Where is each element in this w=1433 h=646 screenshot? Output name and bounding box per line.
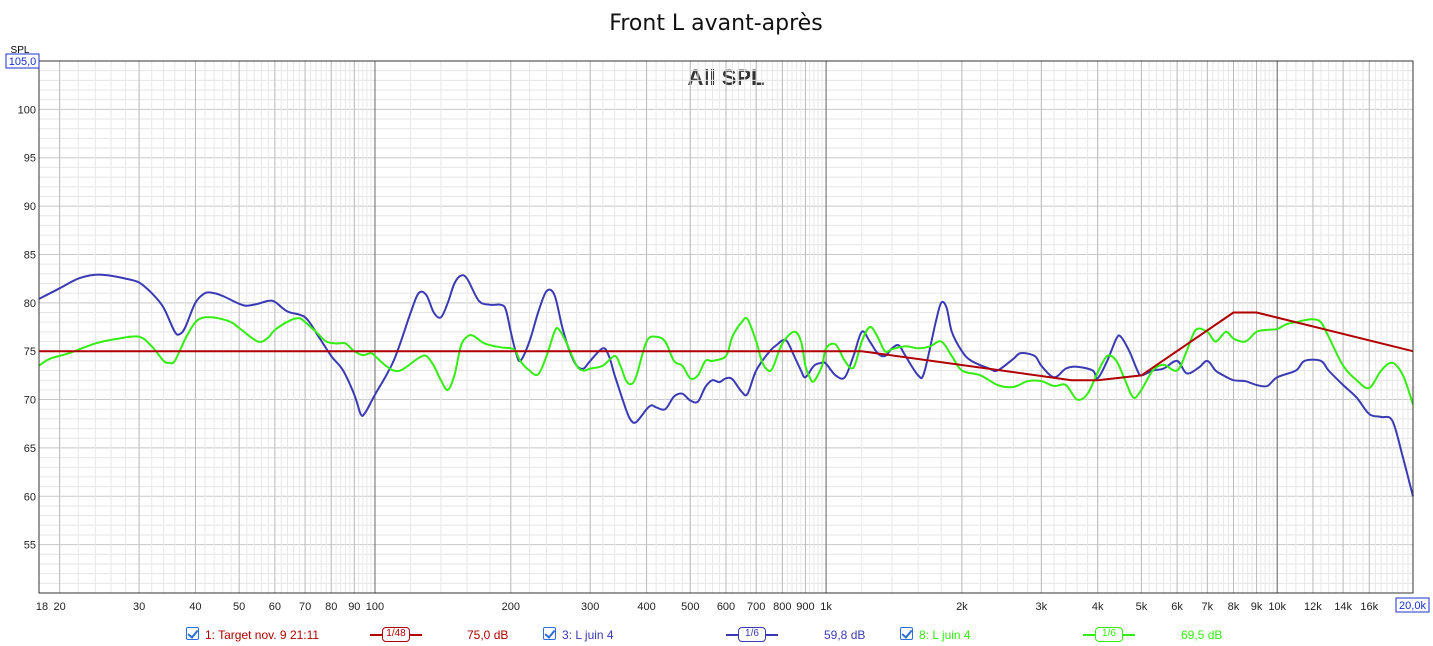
y-tick-label: 75 bbox=[24, 346, 36, 358]
x-tick-label: 600 bbox=[717, 601, 735, 613]
x-tick-label: 300 bbox=[581, 601, 599, 613]
x-tick-label: 500 bbox=[681, 601, 699, 613]
series-line-l-juin-8 bbox=[38, 316, 1414, 405]
x-tick-label: 200 bbox=[502, 601, 520, 613]
x-tick-label: 20 bbox=[54, 601, 66, 613]
x-tick-label: 400 bbox=[637, 601, 655, 613]
x-tick-label: 16k bbox=[1360, 601, 1378, 613]
series-layer bbox=[38, 273, 1414, 497]
y-tick-label: 85 bbox=[24, 249, 36, 261]
x-tick-label: 700 bbox=[747, 601, 765, 613]
x-tick-label: 100 bbox=[366, 601, 384, 613]
x-tick-label: 3k bbox=[1036, 601, 1048, 613]
x-tick-label: 80 bbox=[325, 601, 337, 613]
y-axis-label: SPL bbox=[11, 45, 30, 56]
y-tick-label: 55 bbox=[24, 540, 36, 552]
legend-label-l-juin-8: 8: L juin 4 bbox=[919, 628, 971, 642]
smoothing-target[interactable]: 1/48 bbox=[370, 626, 422, 644]
x-tick-label: 1k bbox=[820, 601, 832, 613]
x-tick-label: 2k bbox=[956, 601, 968, 613]
series-line-target bbox=[39, 311, 1414, 382]
x-tick-label: 18 bbox=[36, 601, 48, 613]
legend-label-l-juin-3: 3: L juin 4 bbox=[562, 628, 614, 642]
x-tick-label: 800 bbox=[773, 601, 791, 613]
x-tick-label: 8k bbox=[1228, 601, 1240, 613]
x-tick-label: 30 bbox=[133, 601, 145, 613]
y-top-input-box[interactable] bbox=[5, 53, 40, 69]
y-tick-label: 100 bbox=[18, 104, 36, 116]
y-tick-label: 70 bbox=[24, 395, 36, 407]
legend-label-target: 1: Target nov. 9 21:11 bbox=[205, 628, 320, 642]
x-tick-label: 7k bbox=[1202, 601, 1214, 613]
x-tick-label: 14k bbox=[1334, 601, 1352, 613]
smoothing-l-juin-3[interactable]: 1/6 bbox=[726, 626, 778, 644]
smoothing-box-l-juin-3: 1/6 bbox=[738, 627, 766, 642]
x-right-input[interactable]: 20,0k bbox=[1395, 597, 1430, 613]
legend-level-l-juin-3: 59,8 dB bbox=[824, 628, 866, 642]
smoothing-l-juin-8[interactable]: 1/6 bbox=[1083, 626, 1135, 644]
x-tick-label: 9k bbox=[1251, 601, 1263, 613]
x-tick-label: 10k bbox=[1268, 601, 1286, 613]
chart-title: Front L avant-après bbox=[609, 11, 822, 36]
y-tick-label: 80 bbox=[24, 298, 36, 310]
x-tick-label: 70 bbox=[299, 601, 311, 613]
y-tick-label: 60 bbox=[24, 491, 36, 503]
y-tick-label: 65 bbox=[24, 443, 36, 455]
grid bbox=[39, 61, 1413, 593]
x-tick-label: 90 bbox=[348, 601, 360, 613]
y-tick-label: 95 bbox=[24, 153, 36, 165]
x-tick-label: 60 bbox=[269, 601, 281, 613]
y-tick-labels: 55 60 65 70 75 80 85 90 95 100 bbox=[18, 104, 36, 551]
x-tick-label: 4k bbox=[1092, 601, 1104, 613]
y-tick-label: 90 bbox=[24, 201, 36, 213]
smoothing-box-l-juin-8: 1/6 bbox=[1095, 627, 1123, 642]
plot-frame bbox=[38, 60, 1414, 594]
x-tick-label: 6k bbox=[1171, 601, 1183, 613]
x-right-input-box[interactable] bbox=[1395, 597, 1430, 613]
y-top-input[interactable]: 105,0 bbox=[5, 53, 40, 69]
checkbox-icon[interactable] bbox=[543, 627, 556, 640]
x-tick-label: 12k bbox=[1304, 601, 1322, 613]
y-top-value: 105,0 bbox=[9, 56, 37, 68]
x-tick-label: 5k bbox=[1136, 601, 1148, 613]
x-tick-label: 40 bbox=[189, 601, 201, 613]
x-tick-labels: 18 20 30 40 50 60 70 80 90 100 200 300 400 500 600 700 8… bbox=[36, 601, 1379, 613]
checkbox-icon[interactable] bbox=[900, 627, 913, 640]
checkbox-icon[interactable] bbox=[186, 627, 199, 640]
legend-level-l-juin-8: 69,5 dB bbox=[1181, 628, 1223, 642]
x-right-value: 20,0k bbox=[1399, 600, 1426, 612]
x-tick-label: 900 bbox=[796, 601, 814, 613]
legend-level-target: 75,0 dB bbox=[467, 628, 509, 642]
smoothing-box-target: 1/48 bbox=[382, 627, 410, 642]
x-tick-label: 50 bbox=[233, 601, 245, 613]
